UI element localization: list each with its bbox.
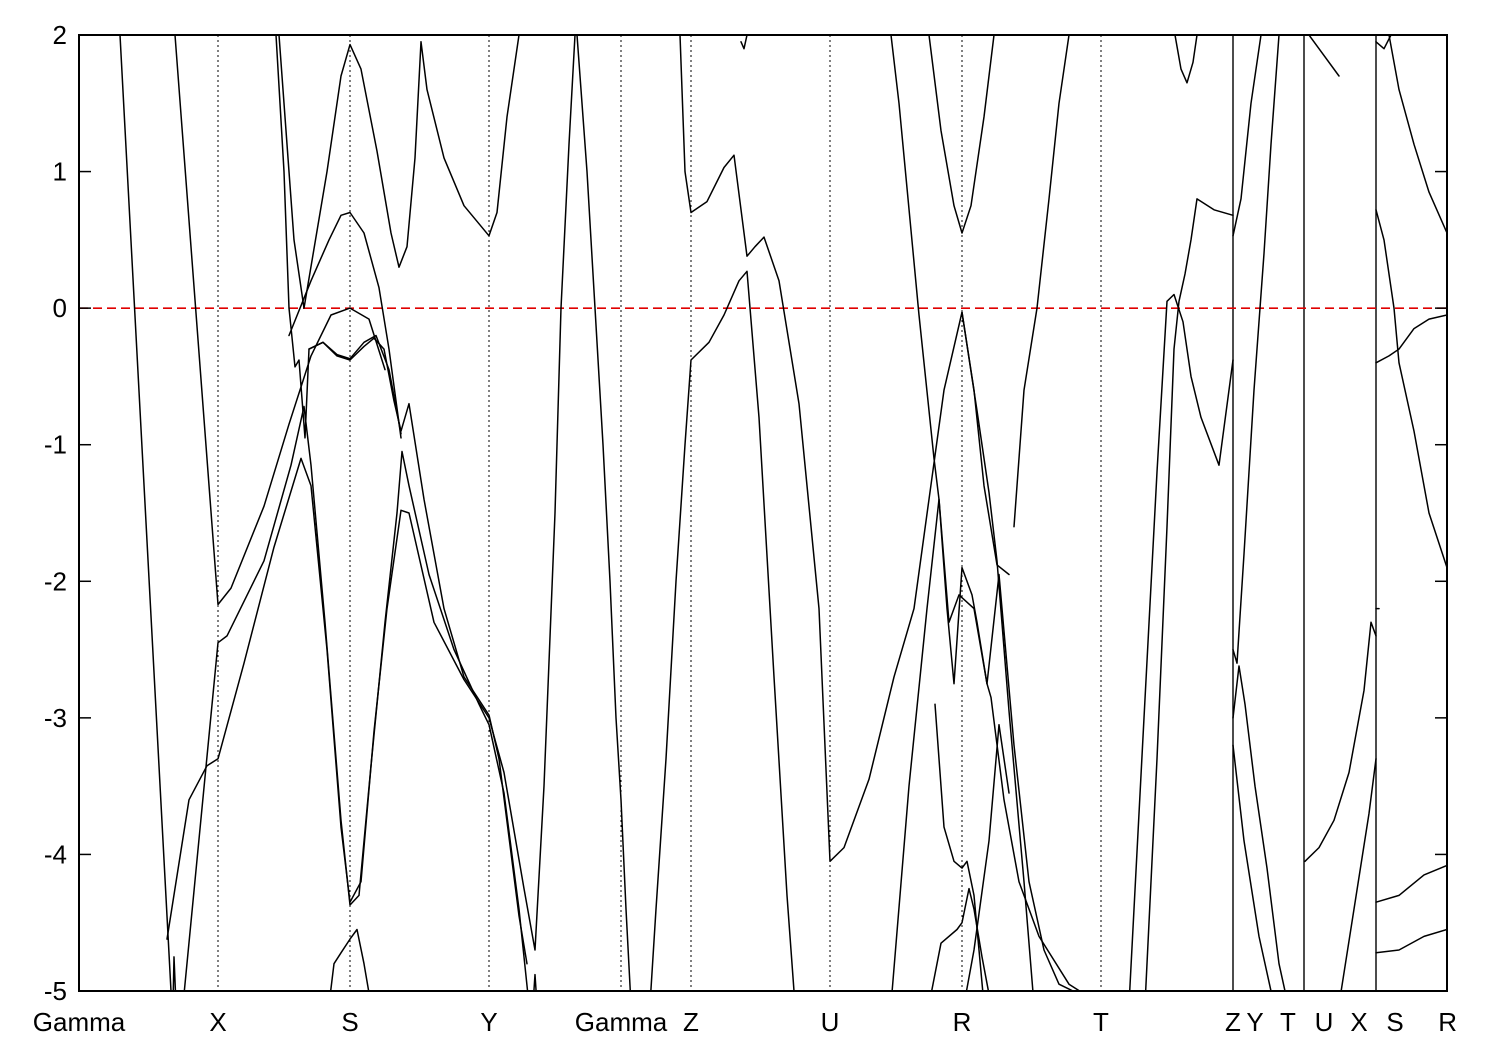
x-tick-label-z-5: Z — [683, 1007, 699, 1037]
band-21 — [1013, 35, 1070, 528]
band-36 — [1375, 35, 1392, 50]
band-28 — [1232, 665, 1286, 991]
band-25 — [1174, 35, 1198, 84]
plot-frame — [78, 34, 1448, 992]
x-axis-tick-labels: Gamma X S Y Gamma Z U R T Z Y T U X S R — [33, 1007, 1457, 1037]
band-7 — [288, 211, 402, 439]
band-15 — [961, 311, 1034, 991]
band-31 — [1340, 758, 1377, 991]
band-3 — [183, 405, 529, 991]
band-13 — [679, 35, 1010, 863]
band-24 — [1144, 198, 1234, 991]
band-0 — [119, 35, 172, 991]
x-tick-label-y-10: Y — [1246, 1007, 1263, 1037]
band-35 — [1375, 314, 1447, 364]
band-20 — [965, 723, 1010, 991]
band-4 — [166, 35, 576, 951]
band-9 — [329, 928, 370, 991]
band-26 — [1232, 35, 1280, 664]
band-27 — [1232, 35, 1262, 237]
band-12 — [650, 270, 795, 991]
band-37 — [1388, 35, 1447, 234]
band-38 — [1375, 864, 1447, 903]
band-14 — [740, 35, 748, 50]
band-19 — [934, 703, 984, 991]
band-6 — [308, 334, 402, 435]
x-tick-label-s-2: S — [341, 1007, 358, 1037]
band-39 — [1375, 928, 1447, 954]
x-tick-label-u-6: U — [821, 1007, 840, 1037]
band-22 — [928, 35, 995, 234]
x-tick-label-x-13: X — [1350, 1007, 1367, 1037]
y-tick-label-3: -1 — [44, 430, 67, 460]
y-tick-label-1: 1 — [53, 157, 67, 187]
y-tick-label-2: 0 — [53, 293, 67, 323]
y-tick-label-7: -5 — [44, 976, 67, 1006]
y-tick-label-6: -4 — [44, 839, 67, 869]
x-tick-label-t-11: T — [1280, 1007, 1296, 1037]
y-tick-label-0: 2 — [53, 20, 67, 50]
band-23 — [1128, 293, 1234, 991]
x-tick-label-y-3: Y — [480, 1007, 497, 1037]
band-34 — [1375, 209, 1447, 569]
band-29 — [1232, 744, 1272, 991]
band-11 — [576, 35, 632, 991]
band-18 — [930, 887, 990, 991]
band-2 — [172, 956, 177, 991]
x-tick-label-r-7: R — [953, 1007, 972, 1037]
y-axis-tick-labels: 2 1 0 -1 -2 -3 -4 -5 — [44, 20, 67, 1006]
x-tick-label-gamma-0: Gamma — [33, 1007, 126, 1037]
x-tick-label-z-9: Z — [1225, 1007, 1241, 1037]
segment-separators — [1232, 35, 1377, 991]
band-1 — [174, 35, 386, 606]
x-tick-label-s-14: S — [1386, 1007, 1403, 1037]
band-lines — [119, 35, 1447, 991]
x-tick-label-u-12: U — [1315, 1007, 1334, 1037]
band-8 — [278, 35, 520, 309]
x-tick-label-gamma-4: Gamma — [575, 1007, 668, 1037]
x-tick-label-x-1: X — [209, 1007, 226, 1037]
y-tick-label-5: -3 — [44, 703, 67, 733]
x-tick-label-t-8: T — [1093, 1007, 1109, 1037]
band-10 — [533, 973, 537, 991]
y-tick-label-4: -2 — [44, 566, 67, 596]
band-32 — [1308, 35, 1340, 77]
band-5 — [275, 35, 528, 965]
band-30 — [1304, 621, 1377, 863]
kpoint-gridlines — [217, 35, 1234, 991]
x-tick-label-r-15: R — [1438, 1007, 1457, 1037]
band-17 — [890, 35, 1082, 991]
